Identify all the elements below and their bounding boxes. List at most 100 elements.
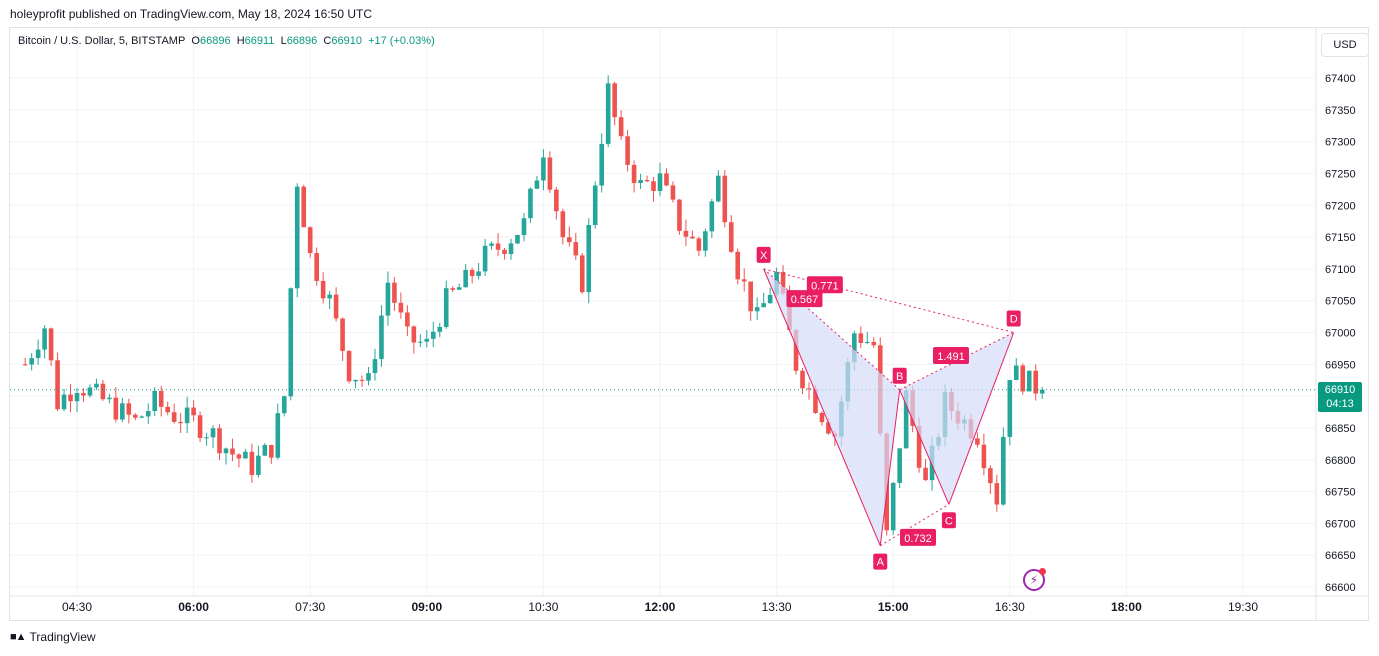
candle-body[interactable]: [716, 175, 721, 202]
candle-body[interactable]: [450, 288, 456, 290]
candle-body[interactable]: [307, 227, 313, 253]
candle-body[interactable]: [890, 482, 896, 531]
candle-body[interactable]: [897, 448, 902, 483]
candle-body[interactable]: [780, 271, 786, 294]
candle-body[interactable]: [236, 454, 242, 459]
candle-body[interactable]: [579, 255, 585, 293]
candle-body[interactable]: [534, 180, 540, 189]
candle-body[interactable]: [988, 468, 993, 484]
candle-body[interactable]: [379, 315, 384, 360]
candle-body[interactable]: [107, 397, 112, 400]
candle-body[interactable]: [178, 421, 183, 424]
candle-body[interactable]: [903, 390, 909, 449]
candle-body[interactable]: [735, 251, 741, 280]
candle-body[interactable]: [560, 211, 566, 238]
candle-body[interactable]: [68, 394, 73, 402]
candle-body[interactable]: [340, 318, 345, 351]
candle-body[interactable]: [800, 370, 805, 389]
candle-body[interactable]: [567, 237, 572, 243]
candle-body[interactable]: [243, 451, 248, 459]
candle-body[interactable]: [398, 302, 404, 313]
candle-body[interactable]: [191, 407, 196, 416]
candle-body[interactable]: [346, 350, 352, 382]
candle-body[interactable]: [508, 243, 514, 254]
candle-body[interactable]: [29, 358, 34, 365]
candle-body[interactable]: [916, 425, 922, 468]
candle-body[interactable]: [333, 294, 339, 319]
candle-body[interactable]: [502, 249, 507, 254]
candle-body[interactable]: [48, 328, 54, 361]
candle-body[interactable]: [411, 326, 417, 343]
candle-body[interactable]: [152, 390, 158, 412]
candle-body[interactable]: [275, 413, 281, 458]
candle-body[interactable]: [165, 406, 170, 413]
candle-body[interactable]: [1026, 370, 1032, 392]
candle-body[interactable]: [521, 218, 527, 236]
candle-body[interactable]: [554, 189, 559, 212]
candle-body[interactable]: [184, 407, 190, 424]
currency-button[interactable]: USD: [1321, 33, 1369, 57]
candle-body[interactable]: [55, 360, 60, 410]
candle-body[interactable]: [126, 403, 132, 415]
candle-body[interactable]: [651, 181, 656, 192]
candle-body[interactable]: [139, 416, 145, 418]
candle-body[interactable]: [664, 173, 669, 186]
candle-body[interactable]: [385, 282, 391, 316]
candle-body[interactable]: [683, 230, 689, 237]
candle-body[interactable]: [528, 188, 533, 219]
candle-body[interactable]: [728, 222, 734, 252]
candle-body[interactable]: [547, 157, 553, 190]
candle-body[interactable]: [852, 333, 857, 363]
candle-body[interactable]: [204, 437, 209, 439]
candle-body[interactable]: [767, 294, 773, 304]
candle-body[interactable]: [638, 179, 643, 184]
candle-body[interactable]: [482, 245, 488, 272]
candle-body[interactable]: [145, 411, 151, 417]
candle-body[interactable]: [670, 185, 676, 200]
candle-body[interactable]: [476, 271, 481, 276]
candle-body[interactable]: [625, 136, 630, 165]
candle-body[interactable]: [819, 412, 825, 423]
candle-body[interactable]: [592, 185, 598, 226]
candle-body[interactable]: [994, 483, 1000, 505]
candle-body[interactable]: [418, 341, 423, 343]
candle-body[interactable]: [210, 428, 216, 438]
candle-body[interactable]: [87, 387, 93, 396]
candle-body[interactable]: [74, 393, 80, 402]
candle-body[interactable]: [314, 252, 319, 281]
candle-body[interactable]: [748, 281, 753, 312]
candle-body[interactable]: [35, 349, 41, 359]
candle-body[interactable]: [612, 83, 617, 118]
candle-body[interactable]: [1039, 389, 1045, 394]
candle-body[interactable]: [806, 388, 812, 390]
candle-body[interactable]: [133, 414, 138, 418]
candle-body[interactable]: [489, 243, 494, 246]
candle-body[interactable]: [599, 143, 604, 186]
candle-body[interactable]: [269, 444, 274, 458]
candle-body[interactable]: [1013, 365, 1019, 380]
candle-body[interactable]: [120, 403, 125, 420]
candle-body[interactable]: [923, 467, 928, 481]
candle-body[interactable]: [405, 312, 410, 327]
candle-body[interactable]: [81, 393, 86, 396]
candle-body[interactable]: [858, 333, 864, 343]
candle-body[interactable]: [1007, 379, 1013, 437]
candle-body[interactable]: [495, 243, 501, 250]
candle-body[interactable]: [981, 444, 987, 469]
candle-body[interactable]: [975, 438, 980, 445]
candle-body[interactable]: [463, 269, 468, 288]
candle-body[interactable]: [793, 329, 799, 371]
candle-body[interactable]: [443, 288, 449, 327]
candle-body[interactable]: [61, 394, 67, 410]
candle-body[interactable]: [22, 364, 28, 366]
candle-body[interactable]: [281, 396, 287, 414]
candle-body[interactable]: [813, 388, 818, 413]
candle-body[interactable]: [230, 448, 235, 455]
candle-body[interactable]: [301, 186, 307, 228]
candle-body[interactable]: [217, 428, 222, 454]
candle-body[interactable]: [469, 269, 475, 276]
candle-body[interactable]: [223, 448, 229, 454]
candle-body[interactable]: [722, 175, 728, 223]
candle-body[interactable]: [1033, 370, 1039, 394]
candle-body[interactable]: [430, 331, 436, 339]
